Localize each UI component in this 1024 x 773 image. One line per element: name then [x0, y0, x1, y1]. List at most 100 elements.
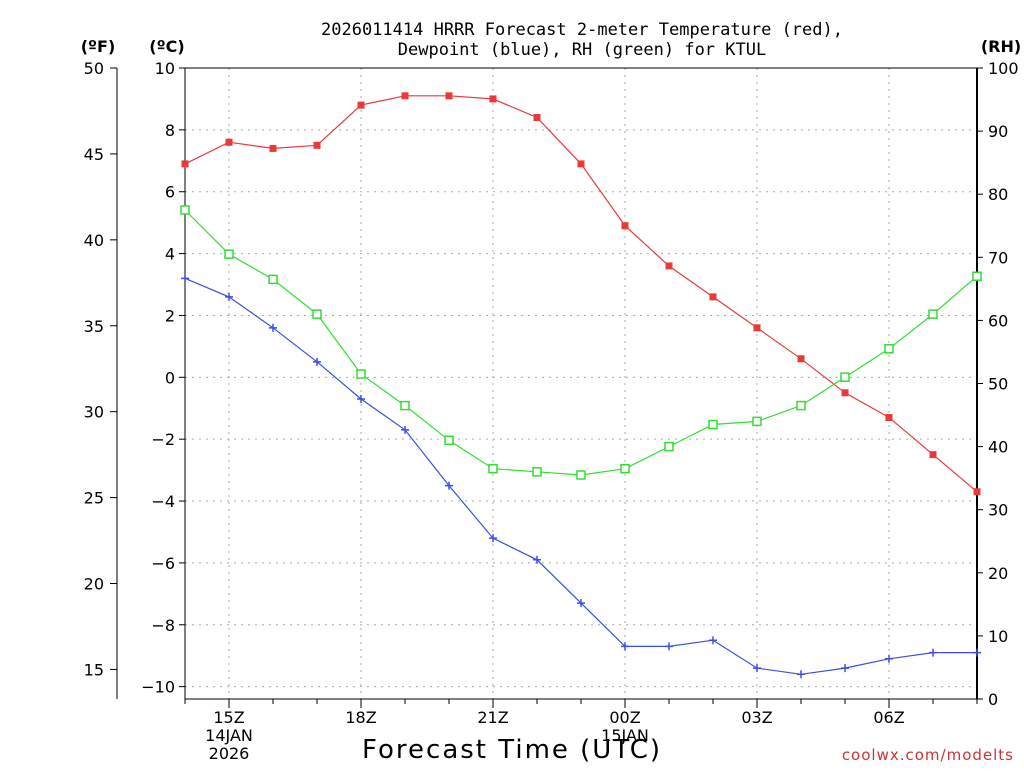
- celsius-tick-label: 4: [165, 245, 175, 264]
- 2-meter-temperature-point: [885, 414, 893, 422]
- dewpoint-point: [445, 481, 453, 490]
- celsius-unit-label: (ºC): [149, 37, 184, 56]
- celsius-tick-label: 6: [165, 183, 175, 202]
- dewpoint-point: [577, 599, 585, 608]
- x-tick-label: 06Z: [873, 708, 904, 727]
- dewpoint-series: [181, 274, 981, 679]
- chart-axes: 50454035302520151086420−2−4−6−8−10100908…: [84, 59, 1019, 763]
- dewpoint-point: [797, 670, 805, 679]
- rh-point: [884, 344, 894, 354]
- x-tick-label: 21Z: [477, 708, 508, 727]
- rh-point: [488, 463, 498, 474]
- rh-point: [400, 400, 410, 411]
- x-tick-label: 00Z: [609, 708, 640, 727]
- rh-tick-label: 50: [988, 375, 1008, 394]
- dewpoint-point: [929, 648, 937, 657]
- x-tick-label: 03Z: [741, 708, 772, 727]
- celsius-tick-label: 0: [165, 368, 175, 387]
- rh-point: [620, 463, 630, 474]
- x-axis-label: Forecast Time (UTC): [362, 735, 662, 765]
- x-tick-label: 15Z: [213, 708, 244, 727]
- 2-meter-temperature-point: [577, 160, 585, 168]
- rh-series: [180, 205, 982, 480]
- rh-point: [796, 400, 806, 411]
- rh-tick-label: 40: [988, 438, 1008, 457]
- fahrenheit-tick-label: 25: [84, 489, 104, 508]
- rh-point: [752, 416, 762, 427]
- dewpoint-point: [753, 664, 761, 673]
- x-tick-date-label: 15JAN: [601, 726, 649, 745]
- 2-meter-temperature-point: [841, 389, 849, 397]
- rh-tick-label: 10: [988, 627, 1008, 646]
- 2-meter-temperature-point: [225, 138, 233, 146]
- fahrenheit-tick-label: 20: [84, 575, 104, 594]
- 2-meter-temperature-point: [753, 324, 761, 332]
- dewpoint-point: [489, 534, 497, 543]
- fahrenheit-tick-label: 15: [84, 660, 104, 679]
- celsius-tick-label: 2: [165, 306, 175, 325]
- 2-meter-temperature-point: [709, 293, 717, 301]
- fahrenheit-unit-label: (ºF): [81, 37, 116, 56]
- dewpoint-point: [841, 664, 849, 673]
- rh-point: [972, 271, 982, 281]
- 2-meter-temperature-point: [401, 92, 409, 100]
- rh-point: [268, 274, 278, 285]
- rh-point: [708, 419, 718, 430]
- 2-meter-temperature-point: [269, 144, 277, 152]
- celsius-tick-label: −10: [141, 678, 175, 697]
- 2-meter-temperature-point: [181, 160, 189, 168]
- 2-meter-temperature-point: [797, 355, 805, 363]
- x-tick-label: 18Z: [345, 708, 376, 727]
- celsius-tick-label: −4: [151, 492, 175, 511]
- rh-tick-label: 20: [988, 564, 1008, 583]
- dewpoint-point: [533, 555, 541, 564]
- rh-point: [444, 435, 454, 446]
- rh-tick-label: 30: [988, 501, 1008, 520]
- celsius-tick-label: 8: [165, 121, 175, 140]
- rh-point: [356, 369, 366, 379]
- dewpoint-point: [621, 642, 629, 651]
- rh-tick-label: 100: [988, 59, 1019, 78]
- 2-meter-temperature-point: [313, 141, 321, 149]
- fahrenheit-tick-label: 45: [84, 145, 104, 164]
- dewpoint-point: [709, 636, 717, 645]
- dewpoint-point: [181, 274, 189, 283]
- chart-title-line2: Dewpoint (blue), RH (green) for KTUL: [398, 40, 766, 60]
- x-tick-date-label: 14JAN: [205, 726, 253, 745]
- rh-unit-label: (RH): [981, 37, 1021, 56]
- dewpoint-point: [225, 292, 233, 301]
- 2-meter-temperature-point: [621, 222, 629, 230]
- dewpoint-point: [401, 425, 409, 434]
- rh-point: [532, 467, 542, 477]
- rh-tick-label: 0: [988, 690, 998, 709]
- 2-meter-temperature-point: [929, 451, 937, 459]
- chart-series: [180, 92, 982, 679]
- rh-point: [180, 205, 190, 215]
- rh-point: [928, 309, 938, 319]
- fahrenheit-tick-label: 30: [84, 403, 104, 422]
- rh-line: [184, 209, 978, 476]
- rh-tick-label: 60: [988, 311, 1008, 330]
- rh-point: [664, 441, 674, 452]
- dewpoint-point: [313, 357, 321, 366]
- 2-meter-temperature-point: [973, 488, 981, 496]
- rh-point: [576, 470, 586, 480]
- rh-point: [224, 249, 234, 259]
- rh-point: [312, 309, 322, 319]
- 2-meter-temperature-point: [357, 101, 365, 109]
- celsius-tick-label: −8: [151, 616, 175, 635]
- rh-tick-label: 70: [988, 248, 1008, 267]
- dewpoint-point: [973, 648, 981, 657]
- 2-meter-temperature-point: [445, 92, 453, 100]
- 2-meter-temperature-series: [181, 92, 981, 496]
- 2-meter-temperature-point: [489, 95, 497, 103]
- dewpoint-point: [665, 642, 673, 651]
- dewpoint-point: [269, 323, 277, 332]
- watermark: coolwx.com/modelts: [842, 746, 1014, 764]
- rh-point: [840, 372, 850, 382]
- 2-meter-temperature-line: [184, 95, 978, 493]
- dewpoint-point: [885, 654, 893, 663]
- celsius-tick-label: −6: [151, 554, 175, 573]
- x-tick-year-label: 2026: [209, 744, 250, 763]
